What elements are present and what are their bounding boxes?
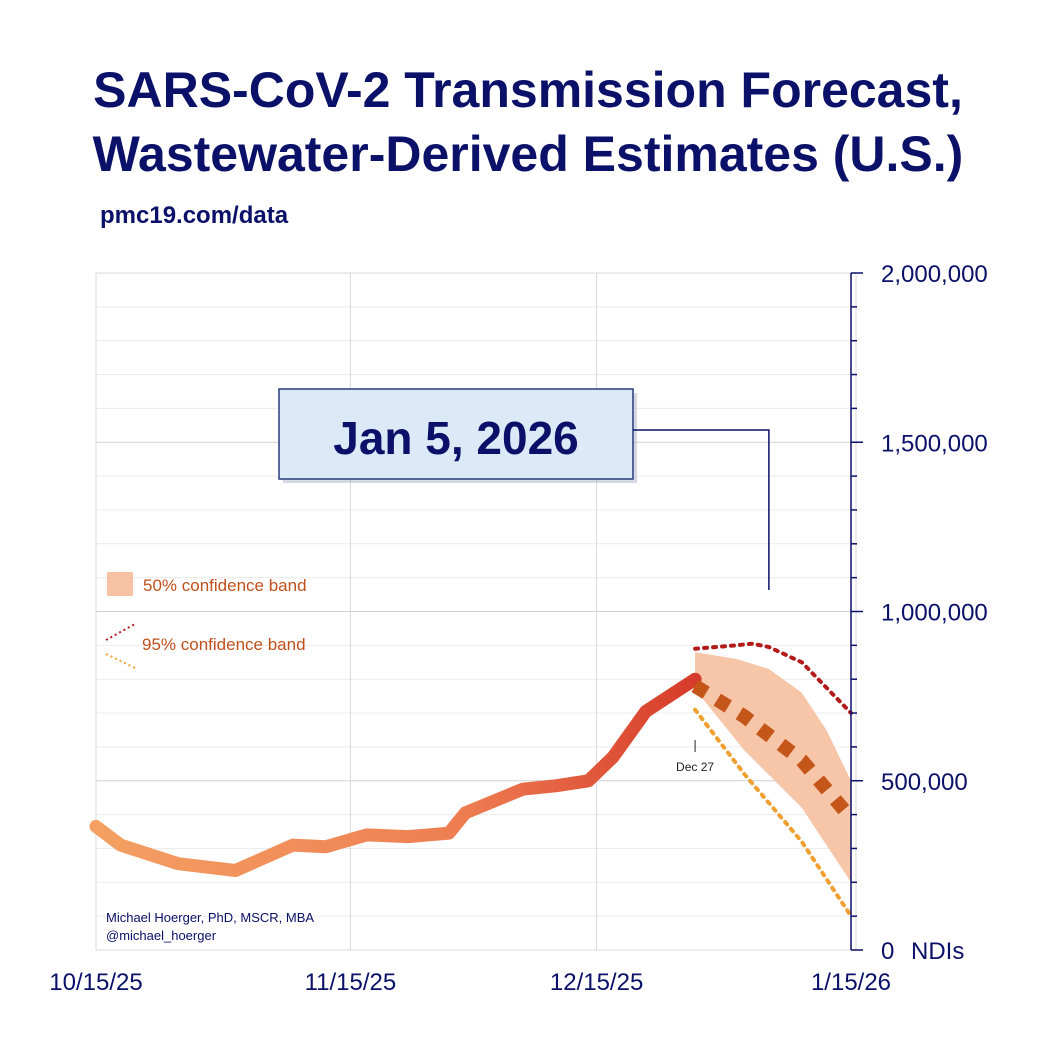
grid-lines (95, 273, 852, 950)
y-tick-label: 500,000 (881, 769, 968, 796)
series-forecast-median-line (691, 680, 857, 823)
legend-band95-lower-swatch (105, 653, 136, 669)
y-tick-label: 2,000,000 (881, 261, 988, 288)
legend-band50-swatch (107, 572, 133, 596)
legend-band50-label: 50% confidence band (143, 576, 307, 595)
legend-band95-label: 95% confidence band (142, 635, 306, 654)
chart-title-line2: Wastewater-Derived Estimates (U.S.) (92, 126, 964, 182)
callout-leader-line (633, 429, 770, 590)
chart-subtitle: pmc19.com/data (100, 202, 289, 229)
band-50pct (695, 652, 851, 883)
y-tick-label: 1,000,000 (881, 600, 988, 627)
credit-name: Michael Hoerger, PhD, MSCR, MBA (106, 910, 314, 925)
chart-title: SARS-CoV-2 Transmission Forecast, (93, 62, 963, 118)
y-tick-label: 1,500,000 (881, 430, 988, 457)
legend-band95-upper-swatch (105, 623, 136, 641)
callout-box (278, 388, 634, 480)
y-axis-unit: NDIs (911, 938, 964, 965)
y-axis: 2,000,000 1,500,000 1,000,000 500,000 0 NDIs (850, 261, 988, 965)
series-95-lower-line (693, 707, 853, 919)
x-axis: 10/15/25 11/15/25 12/15/25 1/15/26 (49, 969, 891, 996)
x-tick-label: 12/15/25 (550, 969, 643, 996)
x-tick-label: 10/15/25 (49, 969, 142, 996)
x-tick-label: 11/15/25 (305, 969, 397, 996)
date-callout: Jan 5, 2026 (278, 388, 770, 590)
forecast-start-label: Dec 27 (676, 760, 714, 774)
credit-handle: @michael_hoerger (106, 928, 217, 943)
y-tick-label: 0 (881, 938, 894, 965)
x-tick-label: 1/15/26 (811, 969, 891, 996)
callout-label: Jan 5, 2026 (333, 412, 579, 464)
series-observed-line (89, 672, 702, 877)
series-95-upper-line (693, 641, 853, 715)
